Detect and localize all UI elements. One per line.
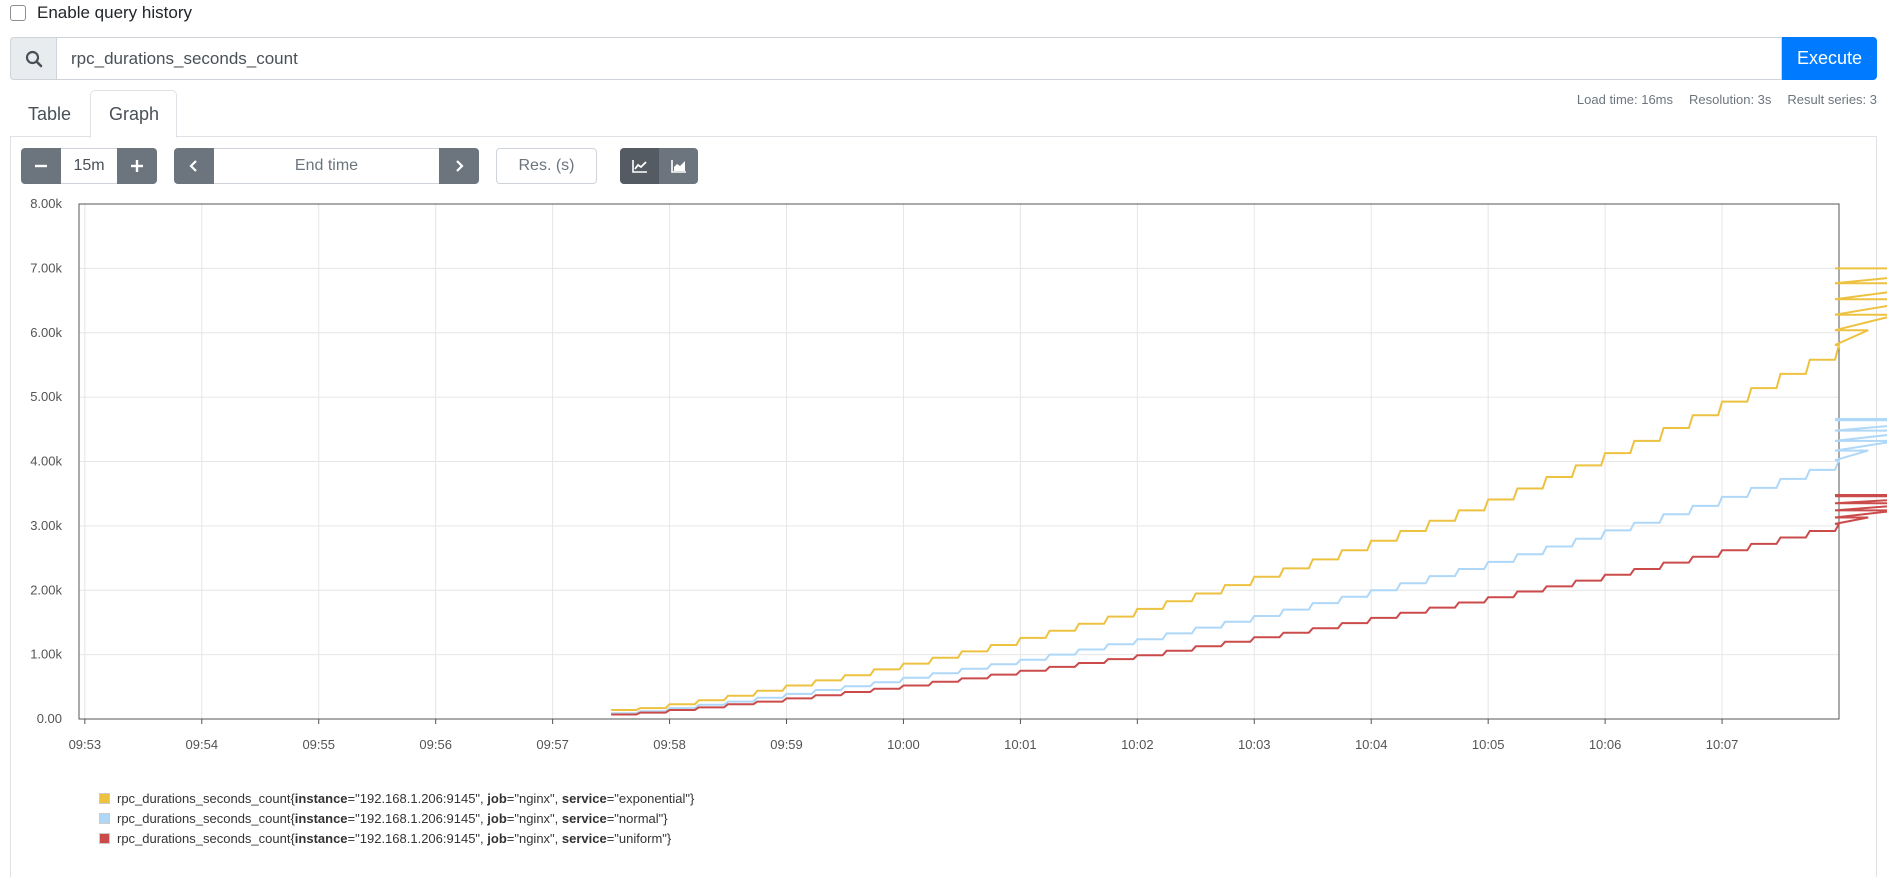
legend: rpc_durations_seconds_count{instance="19… [99,788,694,848]
x-tick-label: 10:01 [1004,737,1037,752]
x-tick-label: 10:05 [1472,737,1505,752]
query-history-toggle[interactable]: Enable query history [10,2,192,24]
x-tick-label: 09:56 [419,737,452,752]
execute-button[interactable]: Execute [1782,37,1877,80]
x-tick-label: 09:55 [302,737,335,752]
legend-label: rpc_durations_seconds_count{instance="19… [117,810,668,826]
query-bar: rpc_durations_seconds_count Execute [10,37,1877,80]
stack-toggle-group [620,148,698,184]
area-chart-icon [670,160,686,173]
y-tick-label: 3.00k [30,518,62,533]
x-tick-label: 10:03 [1238,737,1271,752]
tab-table[interactable]: Table [28,103,72,124]
range-group: 15m [21,148,157,184]
x-tick-label: 10:04 [1355,737,1388,752]
view-tabs: Table Graph [10,90,1877,138]
x-tick-label: 09:58 [653,737,686,752]
x-tick-label: 09:59 [770,737,803,752]
legend-label: rpc_durations_seconds_count{instance="19… [117,790,695,806]
x-tick-label: 09:54 [186,737,219,752]
time-back-button[interactable] [174,148,214,184]
result-series: Result series: 3 [1787,92,1877,107]
x-tick-label: 10:06 [1589,737,1622,752]
y-tick-label: 1.00k [30,647,62,662]
legend-item[interactable]: rpc_durations_seconds_count{instance="19… [99,828,694,848]
end-time-group: End time [174,148,479,184]
y-tick-label: 5.00k [30,389,62,404]
range-decrease-button[interactable] [21,148,61,184]
range-increase-button[interactable] [117,148,157,184]
x-tick-label: 10:00 [887,737,920,752]
x-tick-label: 09:57 [536,737,569,752]
load-time: Load time: 16ms [1576,92,1674,107]
expression-input[interactable]: rpc_durations_seconds_count [56,37,1782,80]
legend-swatch [99,812,110,824]
x-tick-label: 10:07 [1706,737,1739,752]
graph-controls: 15m End time Res. (s) [21,148,698,184]
time-series-chart[interactable]: 0.00 1.00k 2.00k 3.00k 4.00k 5.00k 6.00k 7.00k 8… [0,0,1887,857]
chevron-right-icon [456,160,464,172]
legend-label: rpc_durations_seconds_count{instance="19… [117,830,672,846]
series-line-uniform [611,494,1887,716]
y-tick-label: 6.00k [30,325,62,340]
resolution: Resolution: 3s [1689,92,1772,107]
legend-item[interactable]: rpc_durations_seconds_count{instance="19… [99,808,694,828]
time-forward-button[interactable] [439,148,479,184]
tab-graph[interactable]: Graph [90,90,177,138]
y-tick-label: 2.00k [30,582,62,597]
series-line-exponential [611,267,1887,711]
y-tick-label: 7.00k [30,260,62,275]
chevron-left-icon [189,160,197,172]
x-tick-label: 10:02 [1121,737,1154,752]
stacked-button[interactable] [659,148,698,184]
x-tick-label: 09:53 [69,737,102,752]
y-tick-label: 4.00k [30,454,62,469]
legend-swatch [99,832,110,844]
legend-swatch [99,792,110,804]
search-icon [10,37,56,80]
query-stats: Load time: 16ms Resolution: 3s Result se… [1577,92,1877,107]
legend-item[interactable]: rpc_durations_seconds_count{instance="19… [99,788,694,808]
query-history-checkbox[interactable] [10,5,26,21]
unstacked-button[interactable] [620,148,659,184]
query-history-label: Enable query history [37,3,192,22]
plus-icon [131,160,143,172]
series-line-normal [611,418,1887,715]
range-input[interactable]: 15m [61,148,117,184]
y-tick-label: 0.00 [37,711,62,726]
end-time-input[interactable]: End time [214,148,439,184]
minus-icon [35,164,47,168]
line-chart-icon [631,160,647,173]
resolution-input[interactable]: Res. (s) [496,148,597,184]
y-tick-label: 8.00k [30,196,62,211]
